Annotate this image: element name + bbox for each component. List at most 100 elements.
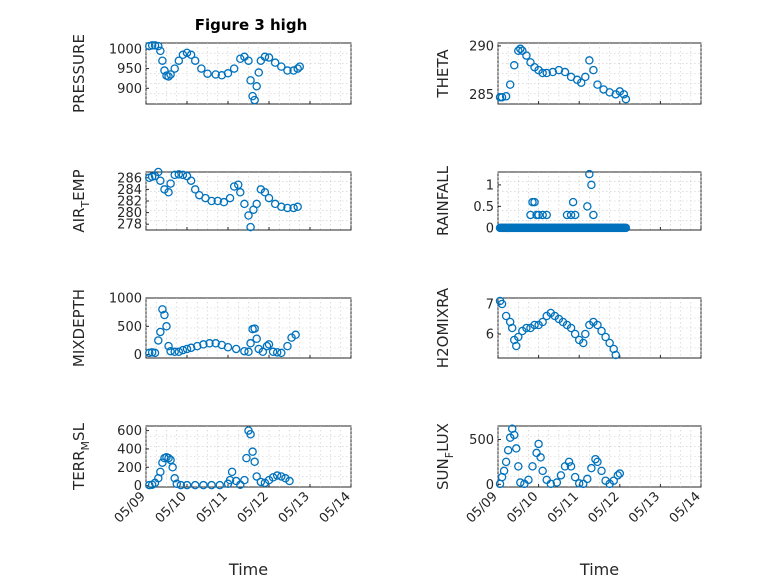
data-point [170, 170, 179, 180]
y-tick-label: 6 [486, 328, 494, 343]
data-point [272, 471, 282, 480]
data-point [260, 52, 270, 62]
y-tick-label: 0 [486, 478, 494, 493]
data-point [182, 344, 192, 354]
y-axis-label: MIXDEPTH [70, 289, 88, 367]
data-point [579, 338, 588, 348]
data-point [258, 347, 268, 357]
y-tick-label: 500 [117, 320, 142, 335]
data-point [522, 51, 531, 60]
y-axis-label: PRESSURE [70, 34, 88, 113]
x-tick-label: 05/09 [112, 489, 149, 526]
data-point [164, 188, 173, 197]
data-point [585, 169, 594, 179]
data-point [154, 41, 163, 51]
data-point [158, 305, 167, 314]
data-point [166, 346, 175, 356]
x-tick-label: 05/14 [317, 489, 354, 526]
data-point [583, 474, 592, 484]
data-point [264, 193, 274, 203]
data-point [246, 339, 255, 348]
x-axis-label: Time [228, 560, 268, 579]
data-point [240, 346, 249, 356]
data-point [252, 82, 261, 91]
data-point [213, 196, 222, 206]
data-point [534, 210, 543, 220]
data-point [178, 345, 188, 355]
data-point [223, 342, 233, 352]
data-point [546, 479, 556, 489]
data-point [182, 48, 192, 58]
y-tick-label: 290 [469, 39, 494, 54]
data-point [516, 478, 525, 487]
data-point [270, 58, 280, 67]
data-point [219, 197, 229, 207]
data-point [509, 61, 519, 70]
data-point [283, 66, 292, 75]
data-point [242, 453, 251, 463]
data-point [579, 479, 588, 489]
data-point [248, 447, 257, 456]
data-point [507, 323, 517, 333]
data-point [619, 90, 629, 99]
data-point [254, 68, 263, 77]
panel-rainfall: 0 0.5 1 RAINFALL [434, 165, 702, 236]
data-point [240, 199, 249, 209]
data-point [605, 338, 614, 348]
data-point [574, 479, 584, 488]
data-point [560, 67, 570, 77]
data-point [505, 80, 515, 89]
data-point [190, 480, 200, 490]
data-point [186, 50, 196, 60]
data-point [501, 92, 511, 101]
y-axis-label: H2OMIXRA [434, 287, 452, 368]
data-point [581, 329, 590, 339]
y-tick-label: 1000 [109, 292, 142, 307]
data-point [260, 188, 270, 197]
data-point [522, 323, 531, 333]
data-point [190, 56, 200, 65]
data-point [593, 320, 602, 330]
data-point [170, 64, 179, 73]
data-point [566, 210, 576, 220]
x-tick-label: 05/10 [153, 489, 190, 526]
y-tick-label: 0.5 [473, 200, 494, 215]
data-point [156, 176, 165, 185]
data-point [556, 471, 566, 480]
data-point [570, 472, 580, 482]
data-point [615, 469, 625, 478]
data-point [233, 180, 243, 190]
data-point [147, 41, 157, 50]
x-tick-label: 05/12 [586, 489, 623, 526]
data-point [538, 466, 547, 476]
y-tick-label: 1000 [109, 42, 142, 57]
data-point [291, 330, 300, 340]
data-point [514, 462, 523, 471]
data-point [170, 347, 179, 357]
data-point [512, 444, 521, 453]
data-point [530, 320, 539, 330]
data-point [295, 62, 304, 71]
data-point [501, 457, 511, 467]
panel-sun_flux: 0 500 SUNFLUX 05/09 05/10 05/11 05/12 05/13 05/1… [434, 423, 704, 579]
data-point [150, 348, 160, 358]
data-point [552, 478, 562, 487]
data-point [587, 180, 596, 190]
data-point [236, 188, 245, 197]
data-point [162, 322, 171, 331]
data-point [538, 210, 547, 220]
data-point [223, 69, 233, 78]
data-point [512, 341, 521, 351]
y-tick-label: 278 [117, 218, 142, 233]
y-tick-label: 950 [117, 62, 142, 77]
data-point [576, 78, 586, 87]
data-point [289, 203, 298, 213]
data-point [601, 332, 610, 342]
data-point [262, 341, 272, 351]
data-point [174, 170, 184, 179]
data-point [168, 463, 177, 472]
data-point [256, 477, 266, 487]
data-point [250, 95, 259, 105]
